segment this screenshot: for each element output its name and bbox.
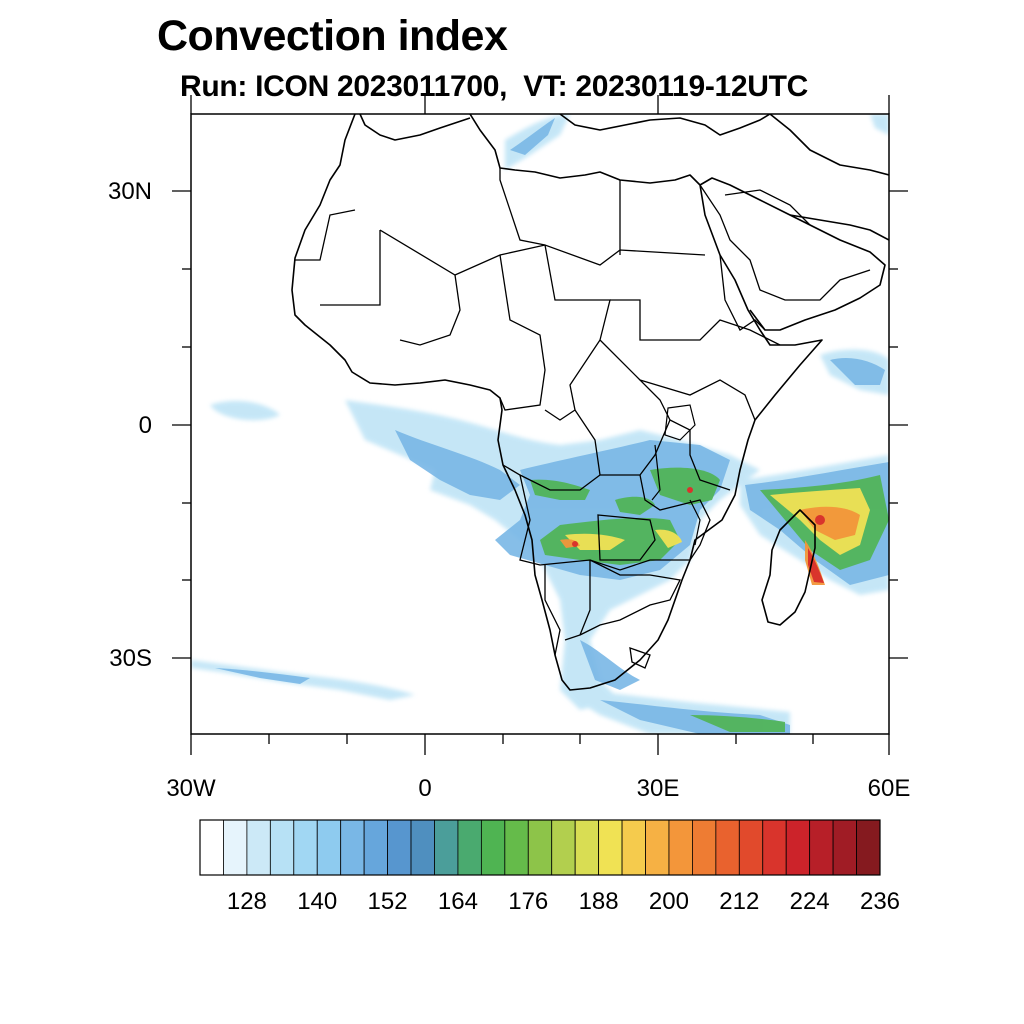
colorbar-swatch	[527, 819, 553, 876]
colorbar-swatch	[645, 819, 670, 876]
colorbar-tick-label: 152	[367, 888, 408, 915]
colorbar-swatch	[480, 819, 506, 876]
gulf-coastline	[769, 114, 889, 241]
colorbar-swatch	[504, 819, 529, 876]
axis-ticks	[172, 95, 908, 755]
colorbar-swatch	[340, 819, 365, 876]
lat-label-30n: 30N	[107, 178, 152, 205]
colorbar-swatch	[832, 819, 857, 876]
colorbar-swatch	[738, 819, 764, 876]
lon-label-0: 0	[418, 775, 432, 802]
colorbar	[199, 819, 881, 876]
colorbar-swatch	[574, 819, 600, 876]
lat-label-0: 0	[138, 412, 152, 439]
colorbar-swatch	[856, 819, 881, 876]
colorbar-swatch	[269, 819, 295, 876]
colorbar-swatch	[762, 819, 787, 876]
lon-label-60e: 60E	[867, 775, 911, 802]
chart-subtitle: Run: ICON 2023011700, VT: 20230119-12UTC	[180, 70, 809, 103]
colorbar-tick-label: 140	[297, 888, 338, 915]
lon-label-30e: 30E	[636, 775, 680, 802]
colorbar-swatch	[223, 819, 248, 876]
coastlines	[291, 114, 889, 691]
colorbar-tick-label: 224	[789, 888, 830, 915]
lat-label-30s: 30S	[109, 645, 152, 672]
lon-label-30w: 30W	[166, 775, 216, 802]
europe-coastline	[359, 114, 771, 141]
colorbar-swatch	[387, 819, 412, 876]
colorbar-swatch	[715, 819, 740, 876]
colorbar-swatch	[598, 819, 623, 876]
colorbar-swatch	[621, 819, 646, 876]
lakes	[651, 404, 701, 546]
colorbar-swatch	[668, 819, 693, 876]
colorbar-swatch	[457, 819, 482, 876]
colorbar-swatch	[692, 819, 717, 876]
convection-low-layer	[191, 114, 889, 734]
colorbar-outline	[199, 819, 881, 876]
convection-extreme-layer	[572, 487, 825, 583]
colorbar-swatch	[434, 819, 459, 876]
convection-field	[191, 114, 889, 734]
madagascar-coastline	[761, 509, 816, 626]
colorbar-tick-label: 164	[437, 888, 478, 915]
colorbar-tick-label: 128	[226, 888, 267, 915]
colorbar-swatch	[293, 819, 318, 876]
colorbar-tick-label: 188	[578, 888, 619, 915]
colorbar-swatch	[809, 819, 834, 876]
colorbar-swatch	[316, 819, 342, 876]
africa-coastline	[291, 114, 823, 691]
colorbar-swatch	[246, 819, 271, 876]
country-borders	[295, 168, 871, 669]
colorbar-swatch	[551, 819, 576, 876]
colorbar-swatch	[785, 819, 811, 876]
colorbar-swatch	[410, 819, 435, 876]
colorbar-swatch	[199, 819, 224, 876]
colorbar-tick-label: 200	[648, 888, 689, 915]
map-frame	[190, 113, 890, 735]
colorbar-tick-label: 176	[508, 888, 549, 915]
colorbar-tick-label: 212	[719, 888, 760, 915]
chart-title: Convection index	[157, 12, 508, 60]
colorbar-swatch	[363, 819, 388, 876]
colorbar-tick-label: 236	[859, 888, 901, 915]
arabia-coastline	[699, 177, 886, 331]
